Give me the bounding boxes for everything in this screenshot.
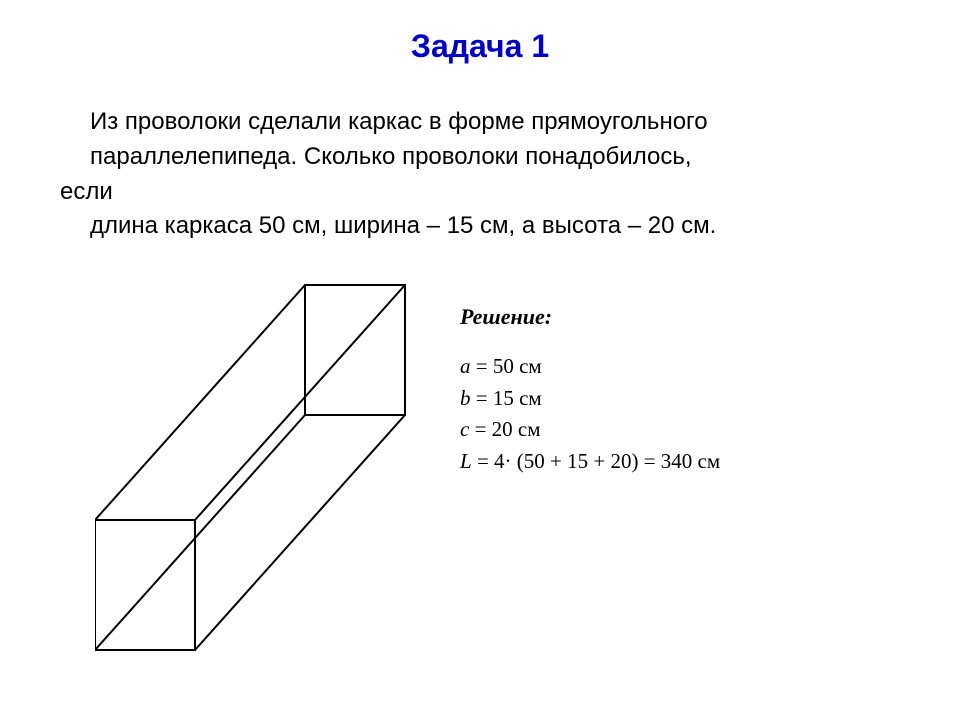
solution-b: b = 15 см (460, 383, 720, 415)
solution-a: а = 50 см (460, 351, 720, 383)
problem-line-4: длина каркаса 50 см, ширина – 15 см, а в… (60, 209, 910, 244)
solution-block: Решение: а = 50 см b = 15 см с = 20 см L… (460, 300, 720, 477)
var-b: b (460, 386, 471, 410)
parallelepiped-diagram (95, 280, 415, 680)
var-c: с (460, 417, 469, 441)
solution-label: Решение: (460, 300, 720, 333)
val-a: = 50 см (471, 354, 542, 378)
page-title: Задача 1 (0, 0, 960, 65)
problem-statement: Из проволоки сделали каркас в форме прям… (0, 105, 960, 244)
parallelepiped-svg (95, 280, 415, 680)
problem-line-2: параллелепипеда. Сколько проволоки понад… (60, 140, 910, 175)
solution-L: L = 4· (50 + 15 + 20) = 340 см (460, 446, 720, 478)
val-c: = 20 см (469, 417, 540, 441)
var-a: а (460, 354, 471, 378)
solution-c: с = 20 см (460, 414, 720, 446)
problem-line-3: если (60, 175, 910, 210)
val-b: = 15 см (471, 386, 542, 410)
var-L: L (460, 449, 472, 473)
val-L: = 4· (50 + 15 + 20) = 340 см (472, 449, 720, 473)
problem-line-1: Из проволоки сделали каркас в форме прям… (60, 105, 910, 140)
